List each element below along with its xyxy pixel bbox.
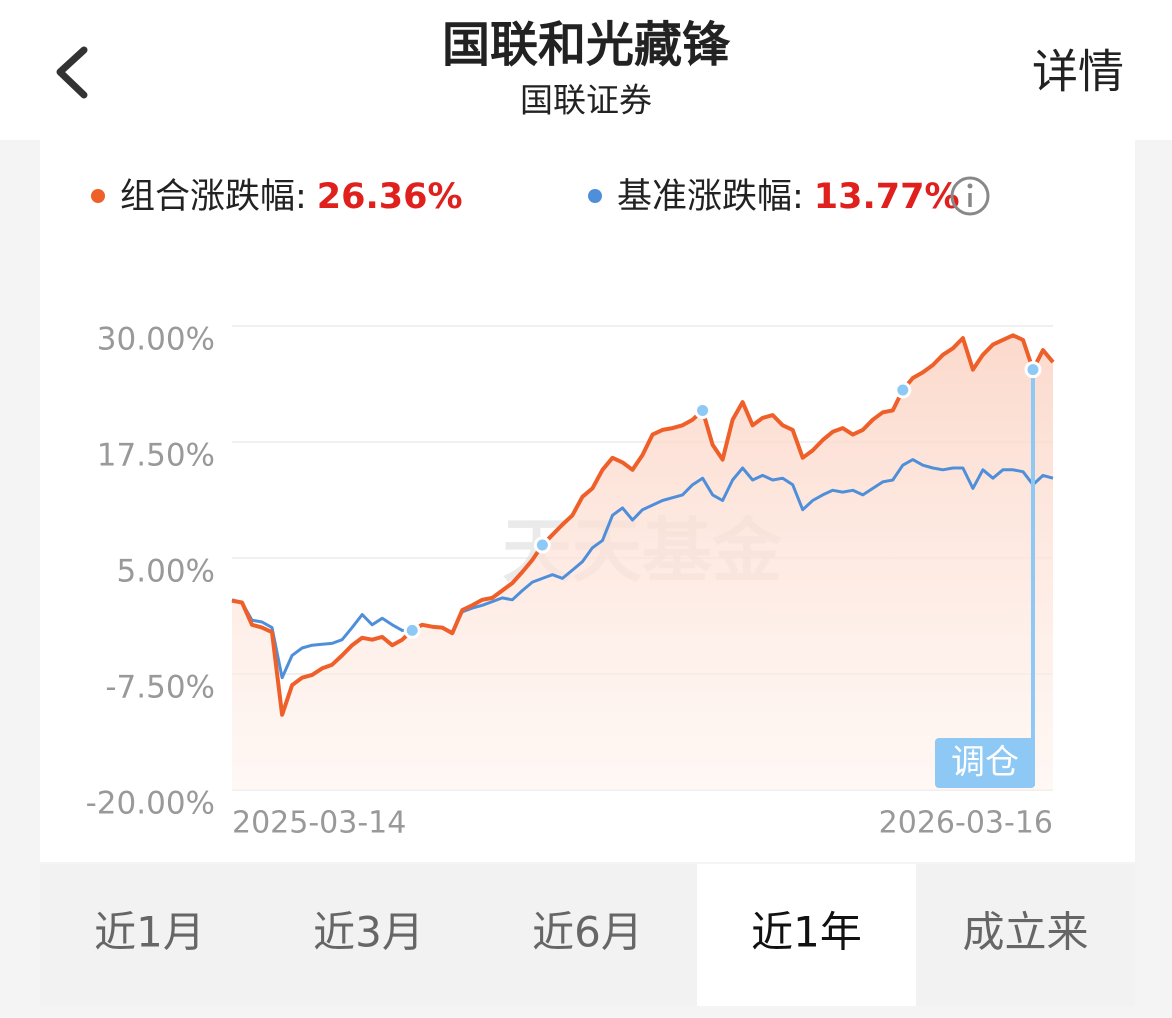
y-tick-label: 30.00% (97, 322, 215, 358)
rebalance-point (694, 401, 712, 419)
tabs: 近1月 近3月 近6月 近1年 成立来 (40, 864, 1135, 1006)
summary-item: 组合涨跌幅: 26.36% (120, 177, 463, 217)
rebalance-point (894, 381, 912, 399)
page-subtitle: 国联证券 (520, 81, 652, 120)
page-title: 国联和光藏锋 (442, 17, 731, 73)
info-icon[interactable] (950, 176, 990, 216)
summary-item: 基准涨跌幅: 13.77% (617, 177, 960, 217)
legend-dot (588, 189, 602, 203)
summary-value: 26.36% (317, 177, 463, 217)
tab[interactable]: 近1月 (94, 908, 205, 957)
legend-dot (91, 189, 105, 203)
summary-label: 组合涨跌幅: (120, 177, 307, 217)
tab-background[interactable] (40, 864, 259, 1006)
back-button[interactable] (56, 46, 88, 99)
area (232, 335, 1053, 790)
info-circle[interactable] (950, 176, 990, 216)
rebalance-point (533, 536, 551, 554)
summary: 组合涨跌幅: 26.36% 基准涨跌幅: 13.77% (91, 177, 960, 217)
details-link[interactable]: 详情 (1032, 45, 1124, 99)
tab-background[interactable] (916, 864, 1135, 1006)
tab-background[interactable] (259, 864, 478, 1006)
header-bar (0, 0, 1172, 140)
x-tick-label: 2026-03-16 (879, 806, 1053, 841)
tab[interactable]: 近6月 (532, 908, 643, 957)
rebalance-label: 调仓 (951, 743, 1019, 783)
rebalance-point (403, 621, 421, 639)
y-tick-label: -7.50% (105, 670, 215, 706)
y-tick-label: 17.50% (97, 438, 215, 474)
rebalance-tag (934, 738, 1035, 788)
y-tick-label: 5.00% (117, 554, 215, 590)
x-tick-label: 2025-03-14 (232, 806, 406, 841)
info-dot[interactable] (967, 183, 973, 189)
tab-background[interactable] (478, 864, 697, 1006)
tab[interactable]: 成立来 (962, 908, 1088, 957)
plot: -20.00% -7.50% 5.00% 17.50% 30.00% 2025-03-14… (86, 322, 1055, 841)
tab[interactable]: 近3月 (313, 908, 424, 957)
series-line (231, 458, 1054, 680)
summary-label: 基准涨跌幅: (617, 177, 804, 217)
y-tick-label: -20.00% (86, 786, 215, 822)
tab-background[interactable] (697, 864, 916, 1006)
summary-value: 13.77% (814, 177, 960, 217)
rebalance-point (1024, 361, 1042, 379)
tab-selected[interactable]: 近1年 (751, 908, 862, 957)
series-line (231, 333, 1055, 717)
